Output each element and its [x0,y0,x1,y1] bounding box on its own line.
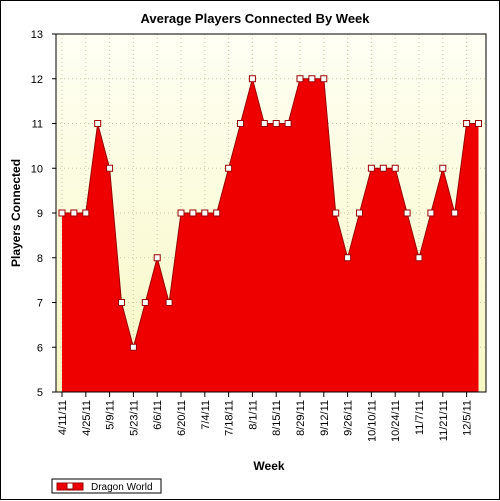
data-point [213,209,221,217]
data-point [296,75,304,83]
data-markers [58,75,482,351]
data-point [427,209,435,217]
data-point [415,254,423,262]
x-tick-label: 11/7/11 [414,400,426,435]
x-axis-ticks: 4/11/11 4/25/11 5/9/11 5/23/11 6/6/11 6/20/11… [57,392,474,442]
y-tick-label: 8 [37,253,43,265]
data-point [403,209,411,217]
data-point [189,209,197,217]
data-point [118,299,125,306]
legend-marker [66,482,74,490]
x-tick-label: 6/20/11 [176,400,188,436]
data-point [201,209,209,217]
chart-title: Average Players Connected By Week [140,11,370,26]
data-point [379,164,387,172]
x-tick-label: 6/6/11 [152,400,164,430]
data-point [58,209,66,217]
x-tick-label: 11/21/11 [438,400,450,441]
series-area [62,78,479,392]
data-point [272,120,280,127]
y-tick-label: 11 [32,119,43,131]
data-point [106,164,114,172]
legend: Dragon World [51,478,162,494]
data-point [260,120,268,127]
data-point [225,164,233,172]
data-point [344,254,352,262]
series-line [62,76,479,350]
data-point [439,164,447,172]
data-point [248,75,256,83]
x-tick-label: 7/18/11 [224,400,236,436]
y-tick-label: 13 [31,29,43,41]
y-tick-label: 7 [37,298,43,310]
y-axis-label: Players Connected [9,159,23,267]
y-tick-label: 6 [37,342,43,354]
x-tick-label: 10/10/11 [366,400,378,442]
x-tick-label: 9/26/11 [343,400,355,436]
data-point [367,164,375,172]
data-point [237,120,244,127]
x-tick-label: 8/15/11 [271,400,283,436]
data-point [463,120,471,127]
data-point [129,343,137,351]
x-tick-label: 8/29/11 [295,400,307,436]
data-point [153,254,161,262]
x-tick-label: 10/24/11 [390,400,402,442]
y-axis-ticks: 5 6 7 8 9 10 11 12 13 [31,29,56,399]
y-tick-label: 5 [37,387,43,399]
data-point [82,209,90,217]
area-layer [62,76,479,392]
legend-label: Dragon World [91,482,153,493]
x-tick-label: 4/25/11 [81,400,93,436]
data-point [284,120,292,127]
data-point [320,75,328,83]
data-point [356,209,363,217]
x-tick-label: 8/1/11 [247,400,259,430]
data-point [332,209,340,217]
y-tick-label: 12 [31,74,43,86]
x-tick-label: 12/5/11 [462,400,474,436]
x-tick-label: 5/23/11 [128,400,140,436]
y-tick-label: 10 [31,163,43,175]
data-point [94,120,102,127]
x-tick-label: 7/4/11 [200,400,212,430]
x-tick-label: 5/9/11 [105,400,117,430]
data-point [141,299,149,306]
x-axis-label: Week [253,459,284,473]
x-tick-label: 9/12/11 [319,400,331,436]
data-point [70,209,78,217]
data-point [177,209,185,217]
y-tick-label: 9 [37,208,43,220]
x-tick-label: 4/11/11 [57,400,69,435]
data-point [308,75,316,83]
data-point [165,299,173,306]
data-point [391,164,399,172]
data-point [475,120,482,127]
data-point [451,209,459,217]
